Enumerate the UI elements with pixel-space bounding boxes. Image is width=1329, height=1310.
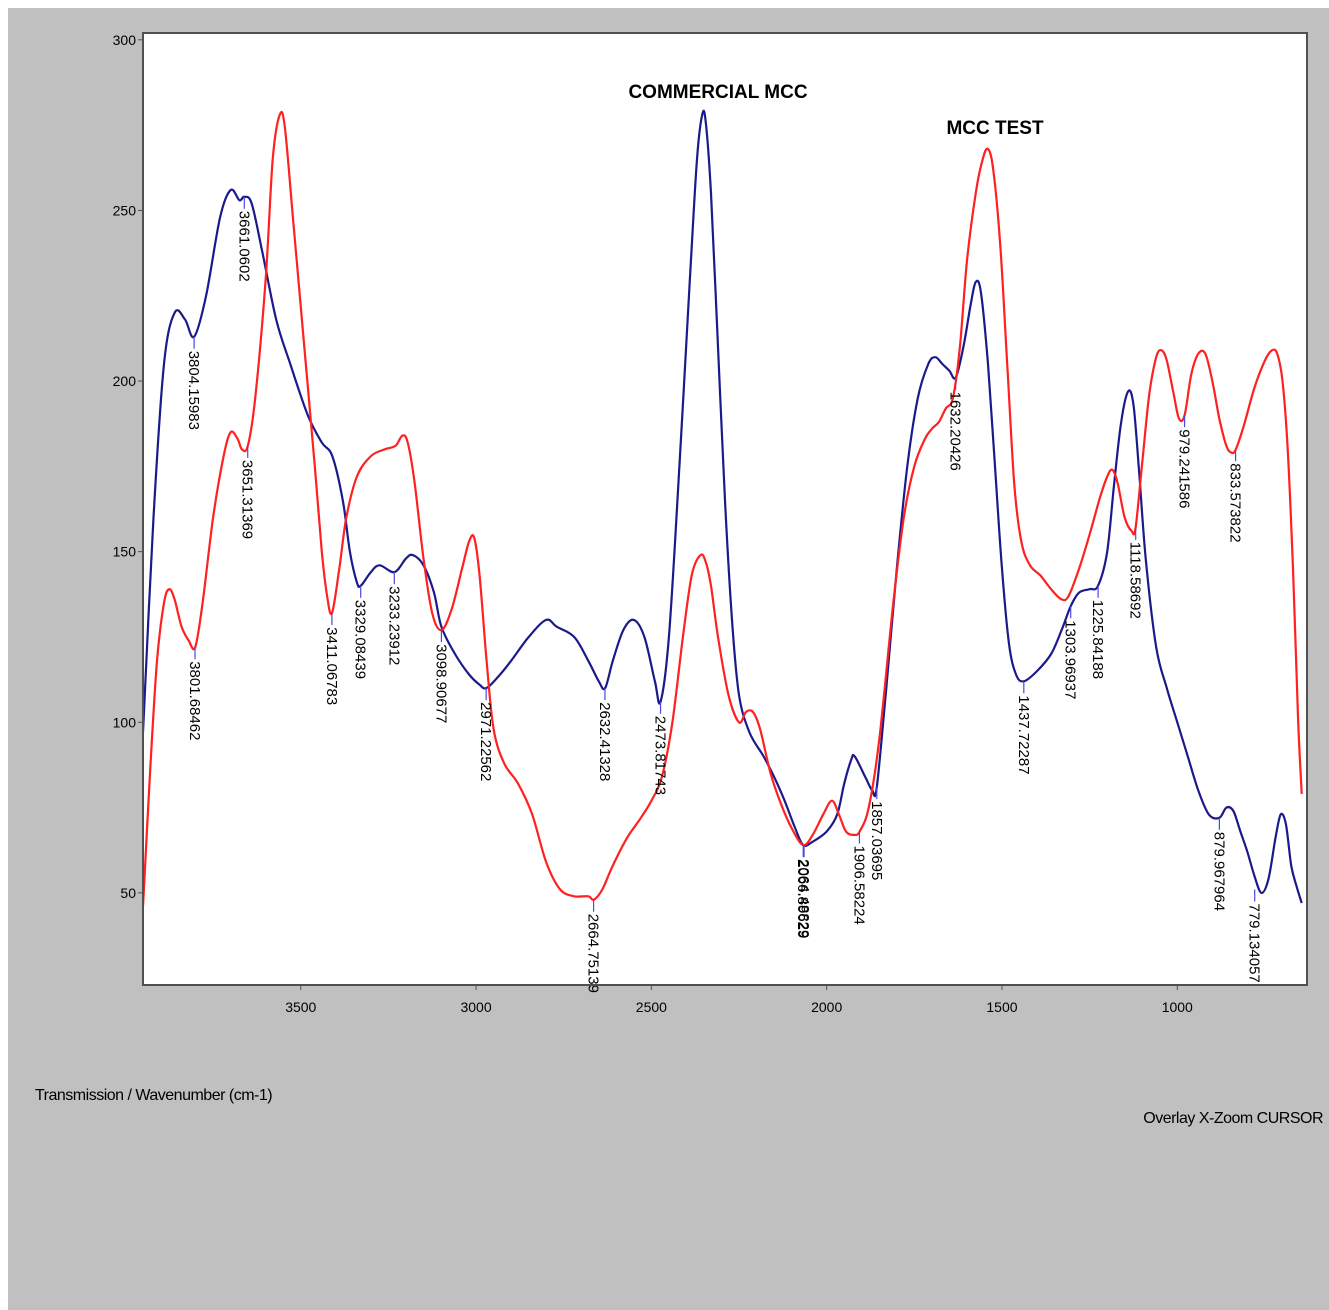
peak-label: 2664.75139	[585, 914, 602, 993]
y-tick-label: 300	[113, 32, 137, 48]
x-tick-label: 3000	[460, 999, 491, 1015]
peak-label: 2971.22562	[477, 702, 494, 781]
peak-label: 3661.0602	[235, 211, 252, 282]
peak-label: 833.573822	[1227, 463, 1244, 542]
series-titles: COMMERCIAL MCC MCC TEST	[628, 82, 1043, 139]
cursor-mode-status: Overlay X-Zoom CURSOR	[1143, 1110, 1323, 1127]
x-tick-label: 1500	[986, 999, 1017, 1015]
peak-label: 1303.96937	[1062, 620, 1079, 699]
axes: 50 100 150 200 250 300 3500 3000 2500 2000 1500 100…	[113, 32, 1193, 1015]
peak-label: 3098.90677	[432, 644, 449, 723]
peak-label: 1906.58224	[850, 846, 867, 925]
series-title-2: MCC TEST	[946, 118, 1044, 139]
x-tick-label: 2500	[636, 999, 667, 1015]
peak-label: 3329.08439	[352, 600, 369, 679]
peak-label: 979.241586	[1176, 429, 1193, 508]
peak-label: 1632.20426	[947, 392, 964, 471]
x-tick-label: 1000	[1162, 999, 1193, 1015]
peak-label: 3801.68462	[186, 661, 203, 740]
peak-labels: 3804.15983 3661.0602 3329.08439 3233.23912 3…	[185, 196, 1263, 993]
y-tick-label: 250	[113, 202, 137, 218]
peak-label: 879.967964	[1210, 832, 1227, 911]
peak-label: 1118.58692	[1127, 542, 1144, 619]
peak-label: 779.134057	[1246, 904, 1263, 983]
peak-label: 2066.89629	[794, 859, 811, 938]
peak-label: 2632.41328	[596, 702, 613, 781]
series-title-1: COMMERCIAL MCC	[628, 82, 807, 103]
x-tick-label: 2000	[811, 999, 842, 1015]
peak-label: 3651.31369	[239, 460, 256, 539]
x-axis-label: Transmission / Wavenumber (cm-1)	[35, 1087, 273, 1104]
peak-label: 1225.84188	[1089, 600, 1106, 679]
peak-label: 1437.72287	[1015, 695, 1032, 774]
peak-label: 1857.03695	[868, 801, 885, 880]
series-line-2	[141, 110, 1303, 907]
y-tick-label: 200	[113, 373, 137, 389]
plot-frame	[142, 32, 1308, 986]
peak-label: 2064.48829	[795, 859, 812, 938]
x-tick-label: 3500	[285, 999, 316, 1015]
peak-label: 2473.81743	[652, 716, 669, 795]
y-tick-label: 150	[113, 544, 137, 560]
peak-label: 3233.23912	[385, 586, 402, 665]
y-tick-label: 100	[113, 714, 137, 730]
peak-label: 3804.15983	[185, 351, 202, 430]
peak-label: 3411.06783	[323, 627, 340, 705]
y-tick-label: 50	[120, 885, 136, 901]
